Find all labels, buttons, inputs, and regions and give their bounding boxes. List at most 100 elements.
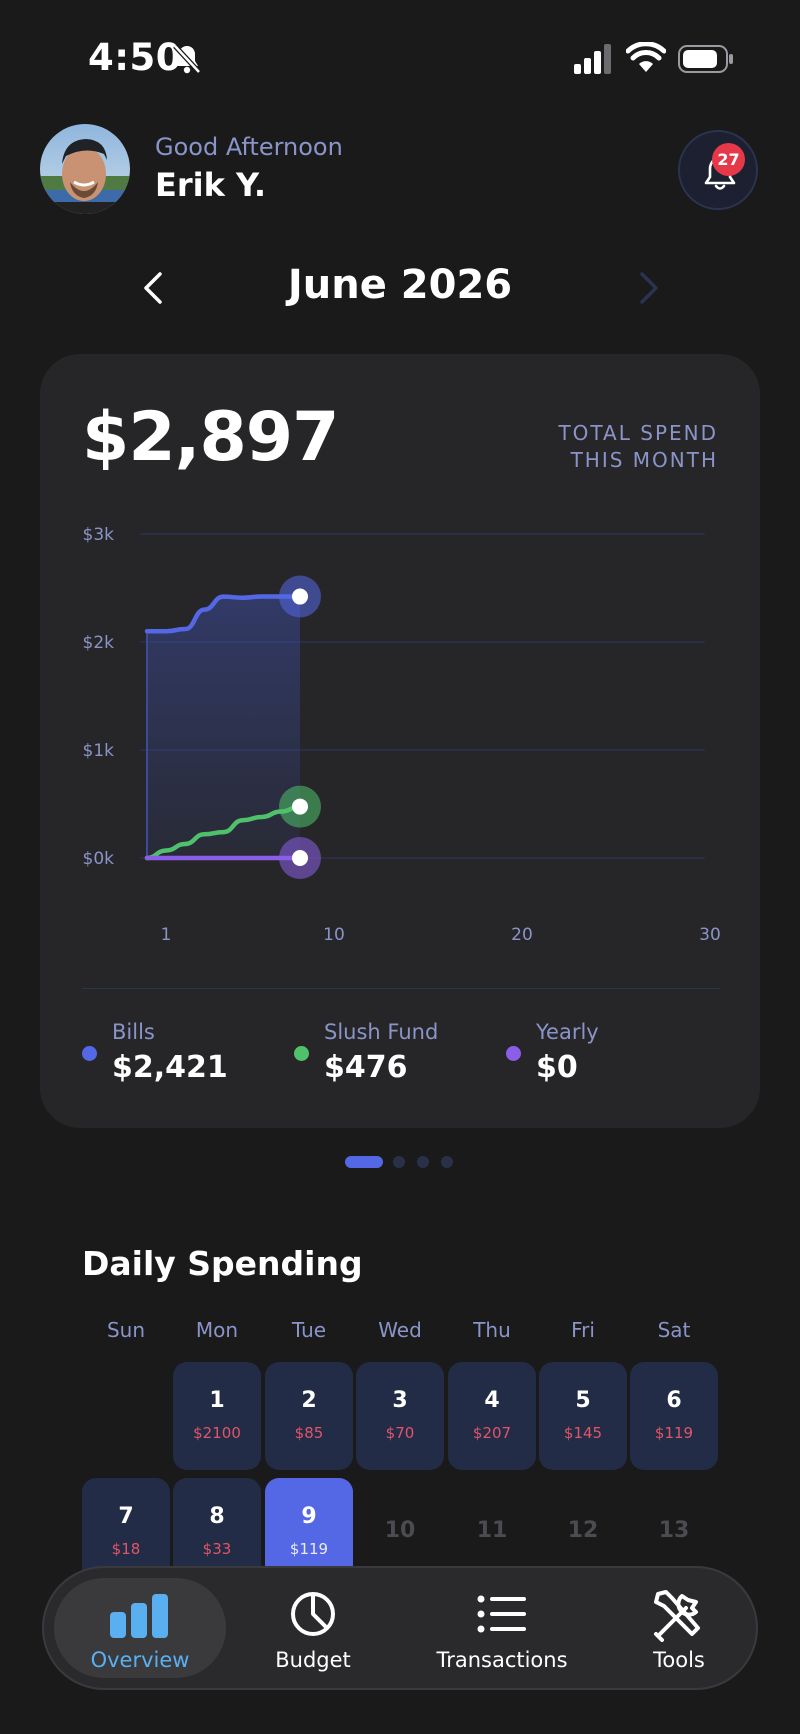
series-endpoint: [292, 850, 308, 866]
legend-name: Slush Fund: [324, 1020, 439, 1044]
card-divider: [82, 988, 720, 989]
series-line-bills: [144, 594, 303, 634]
day-number: 1: [209, 1388, 225, 1413]
bottom-nav: Overview Budget Transactions Tools: [42, 1566, 758, 1690]
nav-overview[interactable]: Overview: [54, 1578, 226, 1678]
day-amount: $119: [654, 1424, 694, 1442]
weekday-label: Sat: [657, 1318, 691, 1342]
nav-label: Transactions: [436, 1648, 568, 1672]
x-tick-label: 10: [323, 925, 345, 945]
day-amount: $145: [563, 1424, 603, 1442]
legend-value: $476: [324, 1050, 408, 1085]
y-tick-label: $0k: [83, 849, 115, 869]
x-tick-label: 1: [161, 925, 172, 945]
day-number: 13: [658, 1518, 690, 1543]
legend-value: $0: [536, 1050, 578, 1085]
series-endpoint: [292, 588, 308, 605]
battery-icon: [678, 45, 733, 73]
notification-count-badge: 27: [712, 143, 745, 176]
day-cell-empty: [82, 1362, 170, 1470]
day-number: 4: [484, 1388, 500, 1413]
bar-chart-icon: [110, 1594, 168, 1638]
day-cell-2[interactable]: 2 $85: [265, 1362, 353, 1470]
legend-dot: [82, 1046, 97, 1061]
day-cell-12[interactable]: 12: [539, 1478, 627, 1586]
series-line-slush-fund: [144, 804, 303, 861]
cellular-signal-icon: [574, 44, 611, 74]
month-title: June 2026: [287, 262, 513, 308]
greeting-text: Good Afternoon: [155, 133, 343, 161]
next-month-button[interactable]: [634, 270, 664, 306]
day-number: 6: [666, 1388, 682, 1413]
day-cell-13[interactable]: 13: [630, 1478, 718, 1586]
legend-dot: [506, 1046, 521, 1061]
total-spend-amount: $2,897: [82, 398, 339, 477]
tools-icon: [654, 1590, 700, 1642]
user-name: Erik Y.: [155, 166, 267, 204]
total-spend-label: TOTAL SPEND THIS MONTH: [558, 421, 718, 472]
day-amount: $85: [294, 1424, 324, 1442]
pager-dot[interactable]: [393, 1156, 405, 1168]
nav-tools[interactable]: Tools: [616, 1568, 742, 1688]
day-amount: $207: [472, 1424, 512, 1442]
day-cell-4[interactable]: 4 $207: [448, 1362, 536, 1470]
status-bar: 4:50: [0, 0, 800, 116]
day-cell-9[interactable]: 9 $119: [265, 1478, 353, 1582]
daily-spending-title: Daily Spending: [82, 1244, 363, 1283]
pager-dot[interactable]: [441, 1156, 453, 1168]
weekday-label: Thu: [473, 1318, 511, 1342]
day-number: 11: [476, 1518, 508, 1543]
day-number: 7: [118, 1504, 134, 1529]
spending-line-chart: $3k $2k $1k $0k 1 10 20 30: [83, 525, 721, 945]
day-amount: $119: [289, 1540, 329, 1558]
status-time: 4:50: [88, 36, 183, 79]
day-cell-10[interactable]: 10: [356, 1478, 444, 1586]
day-number: 3: [392, 1388, 408, 1413]
nav-label: Tools: [653, 1648, 705, 1672]
weekday-label: Fri: [571, 1318, 595, 1342]
nav-transactions[interactable]: Transactions: [412, 1568, 592, 1688]
nav-label: Overview: [90, 1648, 190, 1672]
day-cell-7[interactable]: 7 $18: [82, 1478, 170, 1582]
legend-value: $2,421: [112, 1050, 228, 1085]
legend-name: Yearly: [536, 1020, 599, 1044]
day-number: 12: [567, 1518, 599, 1543]
day-cell-3[interactable]: 3 $70: [356, 1362, 444, 1470]
series-endpoint: [292, 798, 308, 815]
pager-dot[interactable]: [417, 1156, 429, 1168]
day-number: 8: [209, 1504, 225, 1529]
nav-label: Budget: [275, 1648, 351, 1672]
x-tick-label: 20: [511, 925, 533, 945]
previous-month-button[interactable]: [138, 270, 168, 306]
day-amount: $2100: [193, 1424, 241, 1442]
day-amount: $33: [202, 1540, 232, 1558]
day-cell-1[interactable]: 1 $2100: [173, 1362, 261, 1470]
legend-name: Bills: [112, 1020, 155, 1044]
list-icon: [477, 1595, 526, 1633]
day-number: 9: [301, 1504, 317, 1529]
weekday-label: Tue: [291, 1318, 327, 1342]
legend-dot: [294, 1046, 309, 1061]
weekday-label: Sun: [106, 1318, 146, 1342]
y-tick-label: $3k: [83, 525, 115, 545]
y-tick-label: $2k: [83, 633, 115, 653]
day-number: 10: [384, 1518, 416, 1543]
day-number: 5: [575, 1388, 591, 1413]
wifi-icon: [626, 42, 666, 72]
pie-chart-icon: [291, 1592, 335, 1636]
y-tick-label: $1k: [83, 741, 115, 761]
day-cell-6[interactable]: 6 $119: [630, 1362, 718, 1470]
bell-slash-icon: [173, 44, 201, 74]
nav-budget[interactable]: Budget: [238, 1568, 388, 1688]
weekday-label: Wed: [378, 1318, 422, 1342]
weekday-label: Mon: [195, 1318, 239, 1342]
day-amount: $70: [385, 1424, 415, 1442]
day-cell-8[interactable]: 8 $33: [173, 1478, 261, 1582]
x-tick-label: 30: [699, 925, 721, 945]
day-cell-5[interactable]: 5 $145: [539, 1362, 627, 1470]
day-number: 2: [301, 1388, 317, 1413]
pager-dot[interactable]: [345, 1156, 383, 1168]
bills-area: [147, 596, 300, 858]
day-amount: $18: [111, 1540, 141, 1558]
day-cell-11[interactable]: 11: [448, 1478, 536, 1586]
